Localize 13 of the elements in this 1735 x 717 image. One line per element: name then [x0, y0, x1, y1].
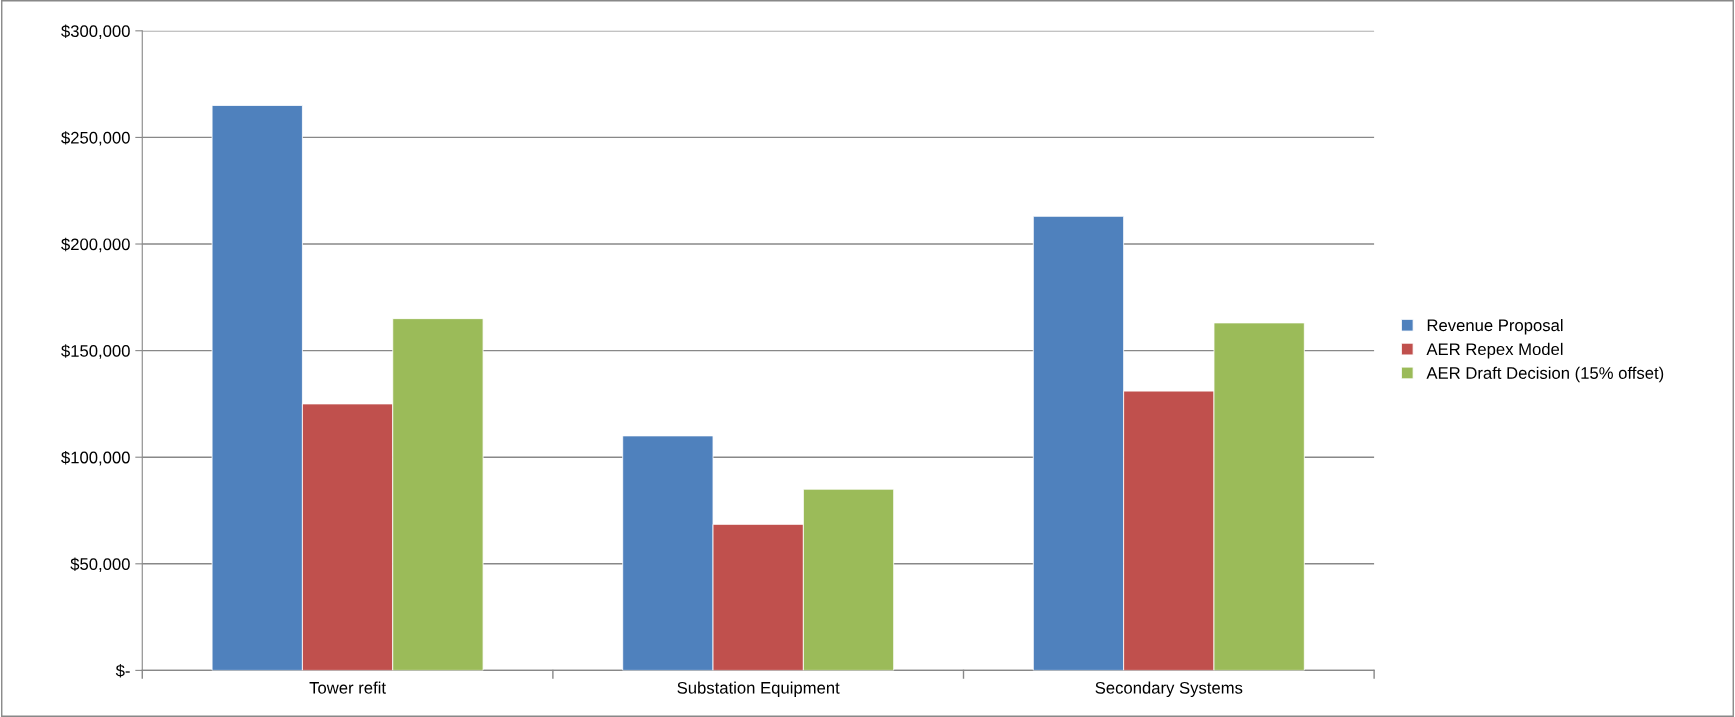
y-tick-label: $50,000 [70, 557, 130, 572]
legend-label: AER Draft Decision (15% offset) [1426, 366, 1664, 383]
x-tick-label: Tower refit [309, 681, 386, 694]
legend-label: Revenue Proposal [1427, 318, 1563, 335]
y-tick-label: $- [115, 664, 130, 678]
x-tick-label: Substation Equipment [677, 681, 840, 698]
y-tick-label: $150,000 [61, 344, 130, 359]
y-tick-label: $200,000 [61, 237, 130, 253]
y-tick-label: $300,000 [61, 24, 130, 39]
legend-label: AER Repex Model [1426, 342, 1563, 359]
y-tick-label: $250,000 [61, 131, 130, 146]
y-tick-label: $100,000 [61, 450, 130, 466]
x-tick-label: Secondary Systems [1095, 681, 1243, 698]
